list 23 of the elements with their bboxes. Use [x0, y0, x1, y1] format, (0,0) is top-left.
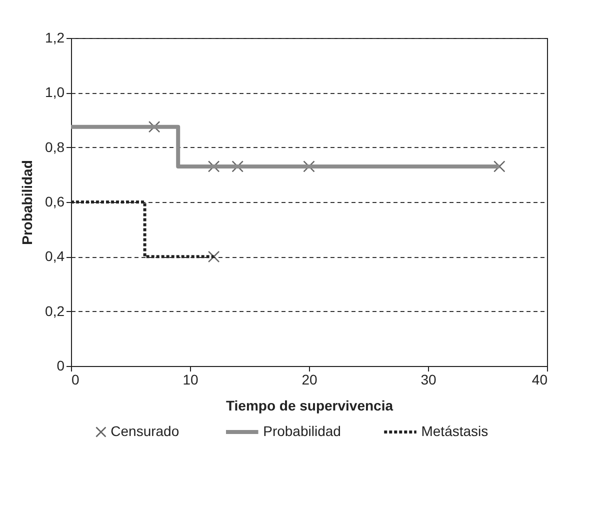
y-tick-label: 1,0 [45, 84, 65, 100]
x-tick-label: 40 [532, 372, 548, 388]
point [148, 120, 160, 133]
y-tick-label: 1,2 [45, 30, 65, 46]
y-tick-label: 0,2 [45, 302, 65, 319]
legend-label: Metástasis [421, 423, 488, 439]
point [208, 250, 220, 263]
x-axis-title: Tiempo de supervivencia [226, 398, 394, 414]
y-axis-title: Probabilidad [19, 160, 36, 245]
x-tick-label: 0 [72, 372, 80, 388]
x-tick-label: 20 [302, 372, 318, 388]
y-tick-label: 0,8 [45, 138, 65, 155]
y-tick-label: 0,6 [45, 194, 65, 210]
point [303, 160, 315, 172]
y-tick-label: 0,4 [45, 248, 65, 264]
x-tick-label: 10 [182, 372, 198, 388]
x-tick-label: 30 [420, 372, 436, 388]
y-tick-label: 0 [56, 358, 65, 374]
legend-label: Probabilidad [263, 423, 341, 439]
point [208, 160, 220, 172]
legend-label: Censurado [110, 423, 180, 439]
point [494, 160, 506, 172]
point [232, 160, 244, 172]
